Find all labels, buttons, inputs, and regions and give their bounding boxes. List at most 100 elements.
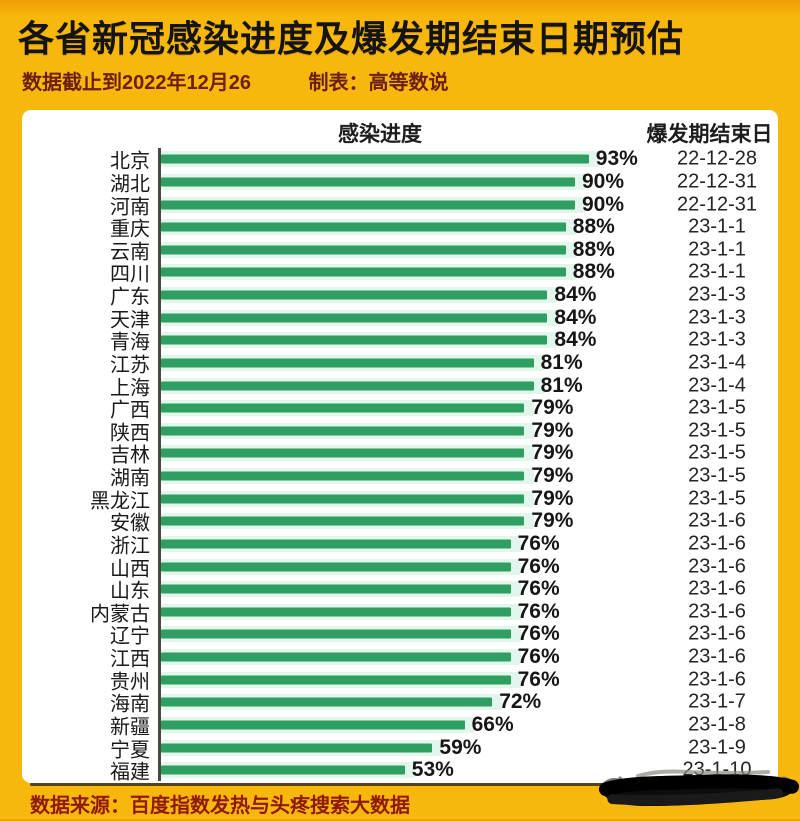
table-row: 上海 81% 23-1-4 (22, 374, 778, 400)
end-date-value: 23-1-6 (688, 645, 746, 668)
percent-value: 79% (531, 418, 574, 442)
end-date-value: 23-1-6 (688, 600, 746, 623)
province-label: 宁夏 (110, 739, 150, 762)
end-date-value: 23-1-6 (688, 668, 746, 691)
credit-note: 制表：高等数说 (308, 72, 449, 94)
province-label: 黑龙江 (90, 490, 150, 513)
table-row: 北京 93% 22-12-28 (22, 147, 778, 173)
table-row: 重庆 88% 23-1-1 (22, 215, 778, 241)
end-date-value: 23-1-5 (688, 441, 746, 464)
end-date-value: 23-1-3 (688, 283, 746, 306)
progress-bar (161, 652, 511, 662)
percent-value: 76% (517, 577, 560, 601)
end-date-value: 23-1-5 (688, 487, 746, 510)
progress-bar (161, 222, 566, 232)
table-row: 浙江 76% 23-1-6 (22, 531, 778, 558)
table-row: 山西 76% 23-1-6 (22, 554, 778, 581)
end-date-value: 23-1-6 (688, 622, 746, 645)
percent-value: 84% (554, 305, 597, 329)
progress-bar (161, 539, 511, 549)
progress-bar (161, 403, 525, 413)
chart-panel: 感染进度 爆发期结束日 北京 93% 22-12-28 湖北 90% 22-12-31 河南… (22, 110, 778, 784)
province-label: 山西 (110, 558, 150, 581)
progress-bar (161, 290, 548, 300)
province-label: 河南 (110, 196, 150, 219)
table-row: 新疆 66% 23-1-8 (22, 712, 778, 739)
table-row: 河南 90% 22-12-31 (22, 192, 778, 219)
progress-bar (161, 245, 566, 255)
province-label: 江苏 (110, 354, 150, 377)
percent-value: 76% (517, 554, 560, 578)
table-row: 四川 88% 23-1-1 (22, 260, 778, 286)
province-label: 天津 (110, 309, 150, 332)
percent-value: 79% (531, 441, 574, 465)
province-label: 湖南 (110, 467, 150, 490)
province-label: 江西 (110, 648, 150, 671)
table-row: 青海 84% 23-1-3 (22, 328, 778, 354)
percent-value: 79% (531, 464, 574, 488)
table-row: 云南 88% 23-1-1 (22, 237, 778, 264)
percent-value: 90% (582, 192, 625, 216)
progress-bar (161, 358, 534, 368)
province-label: 吉林 (110, 444, 150, 467)
percent-value: 53% (411, 758, 454, 782)
progress-bar (161, 562, 511, 572)
progress-bar (161, 471, 525, 481)
percent-value: 66% (471, 712, 514, 736)
subtitle-row: 数据截止到2022年12月26 制表：高等数说 (22, 66, 762, 95)
province-label: 安徽 (110, 512, 150, 535)
table-row: 广东 84% 23-1-3 (22, 283, 778, 309)
progress-bar (161, 177, 575, 187)
province-label: 辽宁 (110, 625, 150, 648)
province-label: 上海 (110, 377, 150, 400)
table-row: 江苏 81% 23-1-4 (22, 350, 778, 377)
progress-bar (161, 743, 433, 753)
end-date-value: 23-1-6 (688, 532, 746, 555)
percent-value: 59% (439, 735, 482, 759)
percent-value: 84% (554, 328, 597, 352)
percent-value: 76% (517, 645, 560, 669)
table-row: 辽宁 76% 23-1-6 (22, 622, 778, 648)
end-date-value: 23-1-9 (688, 736, 746, 759)
progress-bar (161, 335, 548, 345)
table-row: 海南 72% 23-1-7 (22, 690, 778, 716)
percent-value: 93% (595, 147, 638, 171)
end-date-value: 23-1-5 (688, 396, 746, 419)
progress-bar (161, 494, 525, 504)
table-row: 内蒙古 76% 23-1-6 (22, 600, 778, 626)
percent-value: 81% (540, 350, 583, 374)
percent-value: 90% (582, 169, 625, 193)
table-row: 湖北 90% 22-12-31 (22, 169, 778, 196)
province-label: 内蒙古 (90, 603, 150, 626)
table-row: 安徽 79% 23-1-6 (22, 509, 778, 535)
end-date-value: 23-1-6 (688, 555, 746, 578)
province-label: 贵州 (110, 671, 150, 694)
province-label: 福建 (110, 761, 150, 784)
progress-bar (161, 584, 511, 594)
data-cutoff-note: 数据截止到2022年12月26 (22, 72, 251, 94)
province-label: 浙江 (110, 535, 150, 558)
percent-value: 76% (517, 531, 560, 555)
page-title: 各省新冠感染进度及爆发期结束日期预估 (18, 18, 685, 59)
chart-rows: 北京 93% 22-12-28 湖北 90% 22-12-31 河南 90% 22-12-31 重… (22, 147, 778, 784)
province-label: 北京 (110, 150, 150, 173)
progress-bar (161, 200, 575, 210)
end-date-value: 23-1-4 (688, 351, 746, 374)
table-row: 江西 76% 23-1-6 (22, 645, 778, 671)
table-row: 山东 76% 23-1-6 (22, 577, 778, 603)
data-source-note: 数据来源：百度指数发热与头疼搜索大数据 (30, 795, 410, 817)
table-row: 贵州 76% 23-1-6 (22, 668, 778, 694)
percent-value: 88% (572, 237, 615, 261)
table-row: 陕西 79% 23-1-5 (22, 418, 778, 445)
progress-bar (161, 720, 465, 730)
end-date-value: 23-1-10 (682, 758, 752, 781)
end-date-value: 23-1-4 (688, 374, 746, 397)
end-date-value: 23-1-3 (688, 328, 746, 351)
percent-value: 79% (531, 486, 574, 510)
end-date-value: 23-1-1 (688, 260, 746, 283)
progress-bar (161, 607, 511, 617)
progress-bar (161, 448, 525, 458)
end-date-value: 22-12-28 (676, 147, 758, 170)
table-row: 福建 53% 23-1-10 (22, 758, 778, 784)
percent-value: 72% (499, 690, 542, 714)
